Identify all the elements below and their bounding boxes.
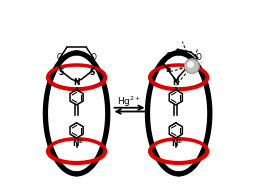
Text: S: S xyxy=(89,67,94,77)
Text: S: S xyxy=(165,65,171,74)
Text: N: N xyxy=(72,139,79,149)
Text: O: O xyxy=(165,52,171,61)
Text: O: O xyxy=(56,53,62,62)
Circle shape xyxy=(185,59,199,73)
Text: ⊕: ⊕ xyxy=(177,139,182,144)
Text: Hg$^{2+}$: Hg$^{2+}$ xyxy=(117,94,142,109)
Text: N: N xyxy=(171,139,178,149)
Text: N: N xyxy=(172,78,179,87)
Text: S: S xyxy=(59,67,64,77)
Text: ⊕: ⊕ xyxy=(77,139,83,144)
Text: N: N xyxy=(73,78,80,87)
Text: O: O xyxy=(91,53,97,62)
Text: O: O xyxy=(196,53,202,62)
Text: S: S xyxy=(185,63,191,72)
